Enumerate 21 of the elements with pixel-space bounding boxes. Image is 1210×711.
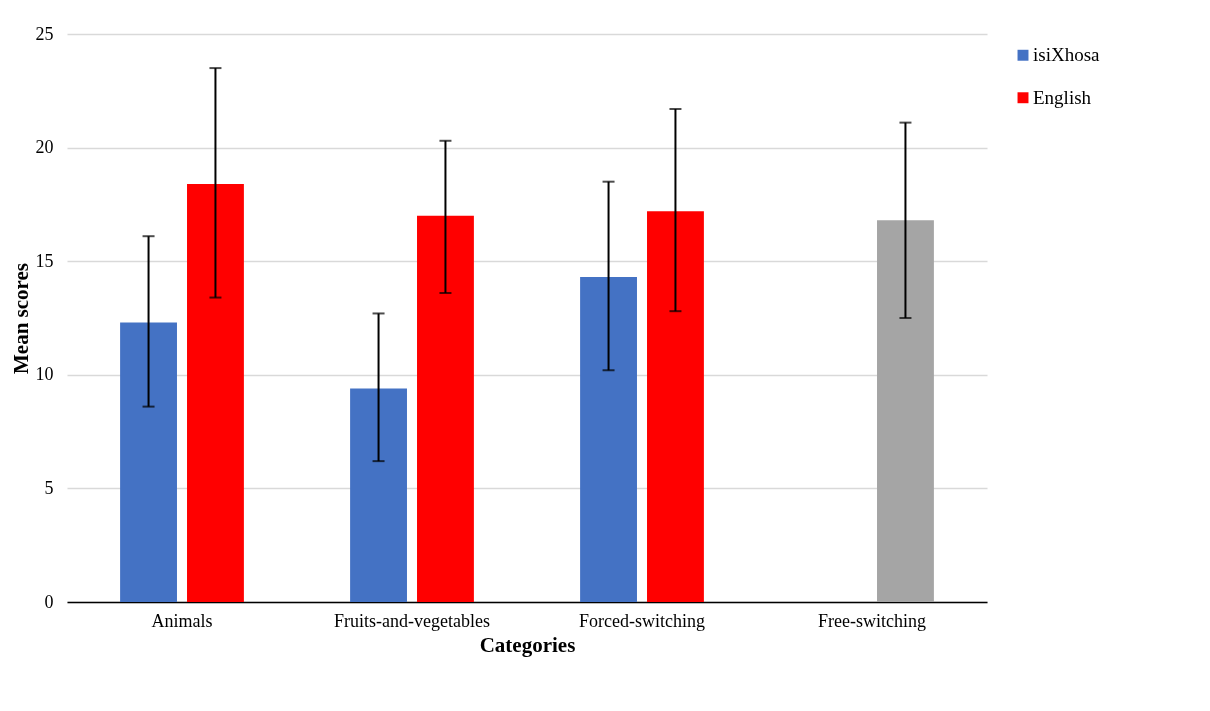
bar [877, 220, 934, 602]
bar [120, 322, 177, 602]
x-tick-label: Forced-switching [579, 610, 705, 631]
y-tick-label: 0 [44, 591, 54, 612]
x-tick-label: Free-switching [818, 610, 926, 631]
y-tick-label: 25 [35, 23, 54, 44]
bar [580, 277, 637, 602]
y-tick-label: 20 [35, 137, 54, 158]
bar [187, 183, 244, 602]
legend-label: English [1033, 86, 1092, 108]
bar [417, 215, 474, 602]
bar [647, 211, 704, 602]
x-tick-label: Fruits-and-vegetables [334, 610, 490, 631]
legend-label: isiXhosa [1033, 44, 1101, 66]
y-tick-label: 15 [35, 250, 54, 271]
x-axis-title: Categories [479, 632, 576, 657]
bar [350, 388, 407, 602]
y-tick-label: 10 [35, 364, 54, 385]
y-tick-label: 5 [44, 477, 54, 498]
x-tick-label: Animals [151, 610, 213, 631]
y-axis-title: Mean scores [8, 263, 33, 374]
